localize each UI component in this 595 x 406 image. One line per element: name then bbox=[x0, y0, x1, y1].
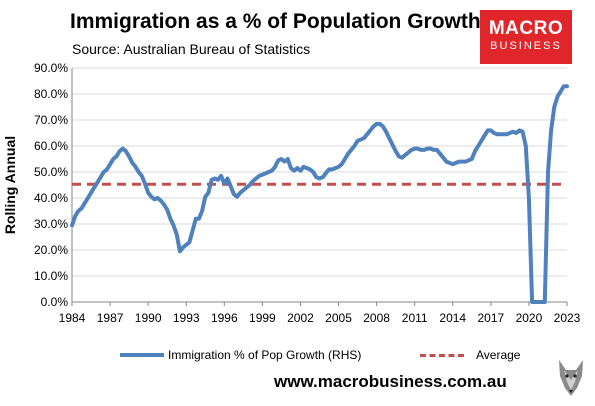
immigration-series bbox=[70, 84, 569, 304]
legend-item-average: Average bbox=[420, 348, 520, 362]
immigration-line bbox=[70, 84, 569, 304]
y-tick-label: 70.0% bbox=[34, 113, 68, 127]
y-tick-label: 0.0% bbox=[41, 295, 69, 309]
x-tick-label: 2017 bbox=[477, 311, 504, 325]
x-tick-label: 1996 bbox=[211, 311, 238, 325]
x-tick-label: 1993 bbox=[173, 311, 200, 325]
logo-line-2: BUSINESS bbox=[490, 40, 562, 52]
legend-label-average: Average bbox=[476, 348, 521, 362]
x-tick-label: 1984 bbox=[59, 311, 86, 325]
x-tick-labels: 1984 1987 1990 1993 1996 1999 2002 2005 2008 2011… bbox=[59, 302, 581, 325]
y-tick-labels: 0.0% 10.0% 20.0% 30.0% 40.0% 50.0% 60.0% 70.0% 8… bbox=[34, 61, 68, 309]
y-tick-label: 90.0% bbox=[34, 61, 68, 75]
x-tick-label: 1999 bbox=[249, 311, 276, 325]
chart-subtitle: Source: Australian Bureau of Statistics bbox=[72, 41, 311, 57]
website-url: www.macrobusiness.com.au bbox=[274, 372, 507, 391]
legend-label-immigration: Immigration % of Pop Growth (RHS) bbox=[168, 348, 362, 362]
y-tick-label: 10.0% bbox=[34, 269, 68, 283]
logo-line-1: MACRO bbox=[488, 18, 564, 39]
chart-title: Immigration as a % of Population Growth bbox=[70, 10, 481, 33]
y-tick-label: 20.0% bbox=[34, 243, 68, 257]
x-tick-label: 2002 bbox=[287, 311, 314, 325]
x-tick-label: 2011 bbox=[402, 311, 428, 325]
x-tick-label: 2005 bbox=[325, 311, 352, 325]
macro-business-logo: MACRO BUSINESS bbox=[480, 10, 572, 64]
y-tick-label: 40.0% bbox=[34, 191, 68, 205]
y-tick-label: 80.0% bbox=[34, 87, 68, 101]
legend-swatch-average bbox=[420, 353, 464, 357]
x-tick-label: 1990 bbox=[135, 311, 162, 325]
y-tick-label: 50.0% bbox=[34, 165, 68, 179]
x-tick-label: 2008 bbox=[363, 311, 390, 325]
legend-item-immigration: Immigration % of Pop Growth (RHS) bbox=[120, 348, 361, 362]
y-tick-label: 30.0% bbox=[34, 217, 68, 231]
x-tick-label: 2014 bbox=[439, 311, 466, 325]
legend-swatch-immigration bbox=[120, 353, 164, 357]
x-tick-label: 2020 bbox=[516, 311, 543, 325]
x-tick-label: 2023 bbox=[554, 311, 581, 325]
wolf-head-icon bbox=[559, 360, 583, 396]
x-tick-label: 1987 bbox=[97, 311, 124, 325]
y-tick-label: 60.0% bbox=[34, 139, 68, 153]
